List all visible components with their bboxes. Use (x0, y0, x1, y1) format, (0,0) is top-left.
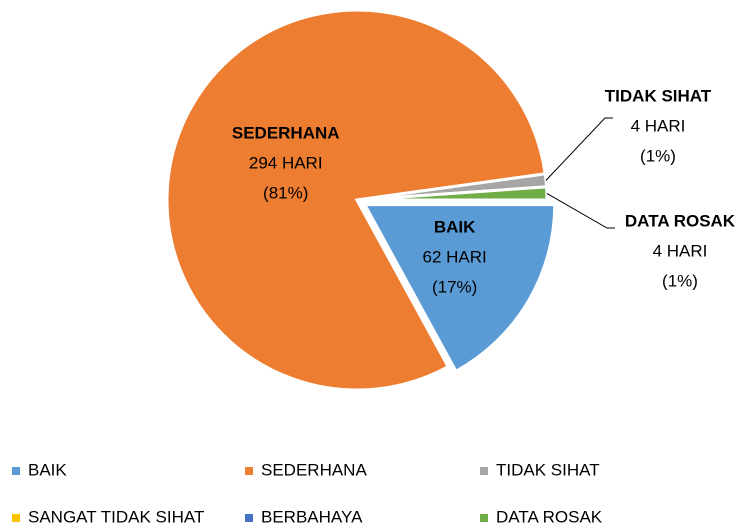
slice-percent-label: (1%) (662, 271, 698, 290)
leader-line (546, 193, 615, 229)
slice-value-label: 294 HARI (249, 154, 323, 173)
pie-slice (165, 8, 547, 392)
slice-value-label: 4 HARI (631, 116, 686, 135)
legend-label: DATA ROSAK (496, 507, 603, 526)
legend-label: TIDAK SIHAT (496, 460, 600, 479)
slice-name: TIDAK SIHAT (605, 86, 712, 105)
legend-label: SANGAT TIDAK SIHAT (28, 507, 204, 526)
legend-swatch (12, 467, 20, 475)
legend-label: BAIK (28, 460, 67, 479)
slice-value-label: 62 HARI (423, 247, 487, 266)
slice-percent-label: (1%) (640, 146, 676, 165)
legend-label: SEDERHANA (261, 460, 367, 479)
leader-line (545, 117, 613, 181)
legend-swatch (12, 514, 20, 522)
slice-name: SEDERHANA (232, 124, 340, 143)
slice-percent-label: (17%) (432, 277, 477, 296)
slice-value-label: 4 HARI (653, 241, 708, 260)
legend-label: BERBAHAYA (261, 507, 363, 526)
legend-swatch (245, 514, 253, 522)
pie-slice (356, 185, 549, 202)
pie-slice (362, 203, 557, 374)
slice-name: BAIK (434, 217, 476, 236)
legend-swatch (480, 514, 488, 522)
slice-percent-label: (81%) (263, 184, 308, 203)
legend-swatch (480, 467, 488, 475)
slice-name: DATA ROSAK (625, 211, 736, 230)
legend-swatch (245, 467, 253, 475)
